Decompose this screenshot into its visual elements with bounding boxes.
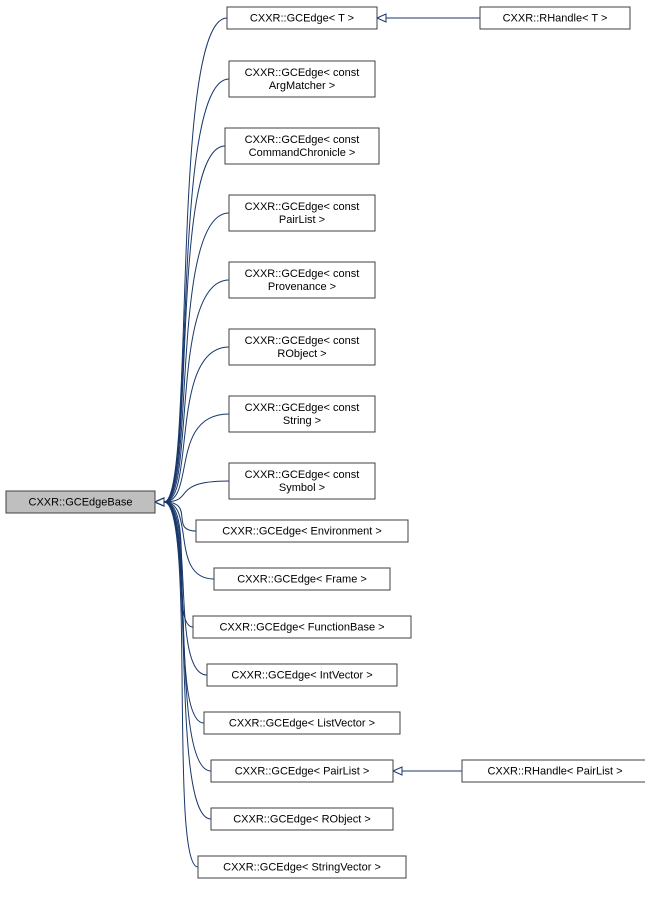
node-child-6-label: CXXR::GCEdge< const: [245, 335, 360, 347]
node-child-12-label: CXXR::GCEdge< IntVector >: [231, 670, 372, 682]
node-leaf-1-label: CXXR::RHandle< T >: [503, 13, 608, 25]
node-leaf-2[interactable]: CXXR::RHandle< PairList >: [462, 760, 645, 782]
node-child-11-label: CXXR::GCEdge< FunctionBase >: [219, 622, 384, 634]
inheritance-edge: [164, 146, 225, 502]
node-root-label: CXXR::GCEdgeBase: [29, 497, 133, 509]
node-child-14-label: CXXR::GCEdge< PairList >: [235, 766, 370, 778]
node-child-8-label: CXXR::GCEdge< const: [245, 469, 360, 481]
node-child-9-label: CXXR::GCEdge< Environment >: [222, 526, 382, 538]
inheritance-arrowhead: [155, 498, 164, 506]
node-child-5-label: CXXR::GCEdge< const: [245, 268, 360, 280]
node-child-4[interactable]: CXXR::GCEdge< constPairList >: [229, 195, 375, 231]
node-child-7[interactable]: CXXR::GCEdge< constString >: [229, 396, 375, 432]
node-leaf-1[interactable]: CXXR::RHandle< T >: [480, 7, 630, 29]
node-child-7-label: CXXR::GCEdge< const: [245, 402, 360, 414]
node-child-7-label: String >: [283, 415, 321, 427]
node-child-2-label: ArgMatcher >: [269, 80, 335, 92]
node-child-3-label: CXXR::GCEdge< const: [245, 134, 360, 146]
node-child-10[interactable]: CXXR::GCEdge< Frame >: [214, 568, 390, 590]
node-leaf-2-label: CXXR::RHandle< PairList >: [487, 766, 622, 778]
node-child-3[interactable]: CXXR::GCEdge< constCommandChronicle >: [225, 128, 379, 164]
inheritance-arrowhead: [377, 14, 386, 22]
node-child-8-label: Symbol >: [279, 482, 325, 494]
inheritance-edge: [164, 280, 229, 502]
node-child-15[interactable]: CXXR::GCEdge< RObject >: [211, 808, 393, 830]
node-child-2-label: CXXR::GCEdge< const: [245, 67, 360, 79]
node-child-5[interactable]: CXXR::GCEdge< constProvenance >: [229, 262, 375, 298]
inheritance-edge: [164, 502, 211, 819]
node-root[interactable]: CXXR::GCEdgeBase: [6, 491, 155, 513]
node-child-2[interactable]: CXXR::GCEdge< constArgMatcher >: [229, 61, 375, 97]
inheritance-edge: [164, 18, 227, 502]
node-child-12[interactable]: CXXR::GCEdge< IntVector >: [207, 664, 397, 686]
node-child-4-label: CXXR::GCEdge< const: [245, 201, 360, 213]
node-child-11[interactable]: CXXR::GCEdge< FunctionBase >: [193, 616, 411, 638]
inheritance-arrowhead: [393, 767, 402, 775]
node-child-13-label: CXXR::GCEdge< ListVector >: [229, 718, 375, 730]
node-child-14[interactable]: CXXR::GCEdge< PairList >: [211, 760, 393, 782]
node-child-3-label: CommandChronicle >: [249, 147, 356, 159]
node-child-10-label: CXXR::GCEdge< Frame >: [237, 574, 367, 586]
inheritance-edge: [164, 213, 229, 502]
node-child-4-label: PairList >: [279, 214, 325, 226]
node-child-1[interactable]: CXXR::GCEdge< T >: [227, 7, 377, 29]
node-child-16[interactable]: CXXR::GCEdge< StringVector >: [198, 856, 406, 878]
node-child-6-label: RObject >: [277, 348, 326, 360]
node-child-13[interactable]: CXXR::GCEdge< ListVector >: [204, 712, 400, 734]
inheritance-edge: [164, 502, 193, 627]
node-child-16-label: CXXR::GCEdge< StringVector >: [223, 862, 381, 874]
node-child-1-label: CXXR::GCEdge< T >: [250, 13, 354, 25]
node-child-9[interactable]: CXXR::GCEdge< Environment >: [196, 520, 408, 542]
node-child-8[interactable]: CXXR::GCEdge< constSymbol >: [229, 463, 375, 499]
inheritance-edge: [164, 79, 229, 502]
node-child-15-label: CXXR::GCEdge< RObject >: [233, 814, 371, 826]
node-child-5-label: Provenance >: [268, 281, 336, 293]
node-child-6[interactable]: CXXR::GCEdge< constRObject >: [229, 329, 375, 365]
